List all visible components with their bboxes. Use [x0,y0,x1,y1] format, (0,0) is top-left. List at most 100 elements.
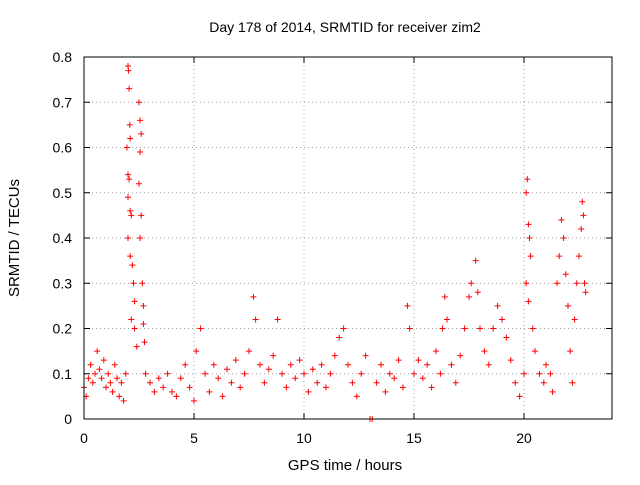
data-point [283,384,290,391]
data-point [111,361,118,368]
data-point [136,180,142,187]
data-point [524,176,531,183]
data-point [336,334,343,341]
data-point [85,375,92,382]
axis-ticks: 0 5 10 15 20 0 0.1 0.2 0.3 0.4 0.5 0.6 0.7 0.8 [53,49,612,446]
data-point [182,361,189,368]
data-point [191,397,197,404]
data-point [314,379,321,386]
data-point [474,289,481,296]
x-tick-label: 5 [190,430,198,446]
data-point [141,339,148,346]
data-point [516,393,523,400]
data-point [107,379,114,386]
data-point [137,117,144,124]
x-tick-label: 10 [296,430,312,446]
data-point [136,99,142,106]
data-point [525,221,532,228]
data-point [139,280,146,287]
data-point [411,370,417,377]
x-tick-label: 20 [516,430,532,446]
data-point [140,302,147,309]
data-point [527,253,534,260]
data-point [215,375,222,382]
data-point [131,325,138,332]
data-point [433,348,439,355]
data-point [219,393,226,400]
data-point [193,348,200,355]
data-point [582,289,589,296]
data-point [345,361,351,368]
data-point [257,361,263,368]
y-tick-label: 0.8 [53,49,73,65]
data-point [526,235,533,241]
data-point [558,216,565,223]
data-point [461,325,468,332]
data-point [424,361,431,368]
data-point [89,379,96,386]
y-tick-label: 0.1 [53,366,73,382]
data-point [109,388,116,395]
y-tick-label: 0.2 [53,321,73,337]
data-point [279,370,285,377]
data-point [237,384,244,391]
data-point [114,375,120,382]
data-point [129,262,136,269]
data-point [565,302,571,309]
data-point [210,361,217,368]
data-point [521,370,527,377]
data-point [571,316,578,323]
data-point [287,361,294,368]
data-point [169,388,175,395]
data-point [323,384,329,391]
data-point [507,357,514,364]
data-point [155,375,162,382]
data-point [186,384,193,391]
data-point [579,198,586,205]
data-points [81,63,589,422]
data-point [250,293,257,300]
data-point [466,293,472,300]
data-point [177,375,184,382]
data-point [118,379,125,386]
data-point [404,302,411,309]
data-point [386,370,393,377]
data-point [164,370,171,377]
data-point [415,357,422,364]
data-point [362,352,369,359]
data-point [547,370,554,377]
data-point [448,361,455,368]
data-point [485,361,492,368]
data-point [428,384,435,391]
y-tick-label: 0.5 [53,185,73,201]
data-point [128,316,135,323]
data-point [137,235,144,241]
data-point [573,280,580,287]
data-point [556,253,563,260]
y-tick-label: 0.7 [53,94,73,110]
y-tick-label: 0.3 [53,275,73,291]
data-point [477,325,483,332]
data-point [137,149,144,156]
data-point [580,212,587,219]
data-point [490,325,497,332]
data-point [140,320,147,327]
y-tick-label: 0.6 [53,140,73,156]
data-point [349,379,356,386]
data-point [246,348,252,355]
y-tick-label: 0.4 [53,230,73,246]
data-point [441,293,448,300]
data-point [128,212,135,219]
data-point [523,189,530,196]
data-point [138,212,145,219]
data-point [318,361,325,368]
data-point [543,361,549,368]
data-point [92,370,98,377]
data-point [400,384,406,391]
data-point [122,370,129,377]
data-point [532,348,538,355]
data-point [87,361,94,368]
data-point [127,253,134,260]
data-point [94,348,101,355]
y-axis-label: SRMTID / TECUs [6,179,23,297]
